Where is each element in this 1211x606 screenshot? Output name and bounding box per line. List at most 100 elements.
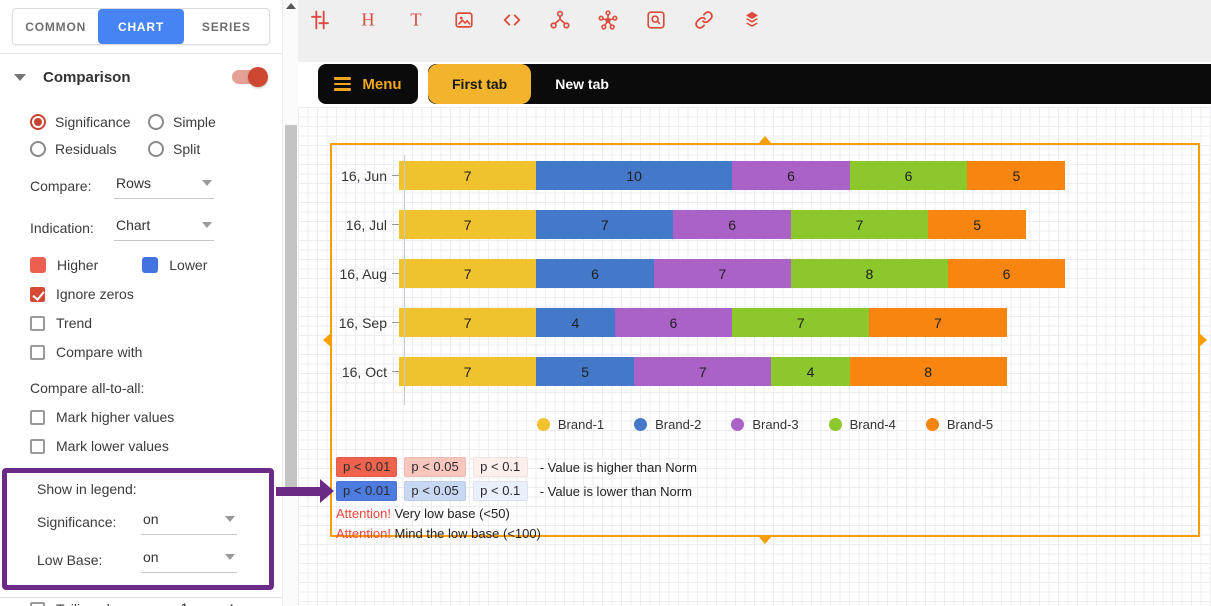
resize-handle-left[interactable] xyxy=(323,333,331,347)
compare-select[interactable]: Rows xyxy=(114,175,214,199)
category-label: 16, Aug xyxy=(339,265,388,282)
radio-label: Simple xyxy=(173,114,216,130)
checkbox-compare-with[interactable]: Compare with xyxy=(30,344,282,360)
checkbox-mark-higher-values[interactable]: Mark higher values xyxy=(30,409,282,425)
bar-segment-brand-2: 7 xyxy=(536,210,674,239)
legend-dot xyxy=(536,418,550,431)
tailing-change-checkbox[interactable] xyxy=(30,601,45,606)
category-label: 16, Jun xyxy=(341,167,387,184)
bar-row: 16, Aug 7 6 7 8 6 xyxy=(334,259,1196,288)
tailing-change-input[interactable] xyxy=(159,600,210,606)
indication-field: Indication: Chart xyxy=(30,217,282,241)
chevron-down-icon xyxy=(225,516,235,522)
tune-icon[interactable] xyxy=(309,9,331,31)
sidebar-tab-series[interactable]: SERIES xyxy=(183,9,269,44)
show-in-legend-highlight-box: Show in legend: Significance: on Low Bas… xyxy=(2,468,274,590)
compare-label: Compare: xyxy=(30,178,92,194)
comparison-toggle[interactable] xyxy=(232,67,268,87)
radio-split[interactable]: Split xyxy=(148,141,282,157)
text-icon[interactable]: T xyxy=(405,9,427,31)
legend-dot xyxy=(925,418,939,431)
radio-button[interactable] xyxy=(148,141,164,157)
checkbox-box[interactable] xyxy=(30,315,45,331)
significance-note: - Value is lower than Norm xyxy=(539,483,692,499)
checkbox-box[interactable] xyxy=(30,286,45,302)
significance-legend: p < 0.01 p < 0.05 p < 0.1 - Value is higher… xyxy=(336,457,697,541)
radio-button[interactable] xyxy=(148,114,164,130)
scrollbar-thumb[interactable] xyxy=(285,125,297,490)
layers-icon[interactable] xyxy=(741,9,763,31)
significance-value: on xyxy=(143,511,159,527)
hamburger-icon xyxy=(334,77,352,91)
grid-workspace[interactable]: 16, Jun 7 10 6 6 5 16, Jul 7 7 6 7 5 16, Aug 7 6 7 8 6 16,… xyxy=(298,107,1211,606)
bar-segment-brand-2: 4 xyxy=(536,308,615,337)
legend-dot xyxy=(634,418,648,431)
document-tab-bar: First tab New tab xyxy=(428,64,1211,104)
code-icon[interactable] xyxy=(501,9,523,31)
checkbox-label: Compare with xyxy=(56,344,143,360)
heading-icon[interactable]: H xyxy=(357,9,379,31)
radio-residuals[interactable]: Residuals xyxy=(30,141,148,157)
checkbox-trend[interactable]: Trend xyxy=(30,315,282,331)
selected-chart-block[interactable]: 16, Jun 7 10 6 6 5 16, Jul 7 7 6 7 5 16, Aug 7 6 7 8 6 16,… xyxy=(323,136,1207,544)
bar-row: 16, Oct 7 5 7 4 8 xyxy=(334,357,1196,386)
radio-simple[interactable]: Simple xyxy=(148,114,282,130)
legend-item-brand-2: Brand-2 xyxy=(634,417,701,432)
image-icon[interactable] xyxy=(453,9,475,31)
toggle-knob[interactable] xyxy=(248,67,268,87)
sidebar-tab-common[interactable]: COMMON xyxy=(13,9,99,44)
hub-icon[interactable] xyxy=(597,9,619,31)
checkbox-box[interactable] xyxy=(30,438,45,454)
brand-legend: Brand-1 Brand-2 Brand-3 Brand-4 Brand-5 xyxy=(332,417,1198,432)
indication-value: Chart xyxy=(116,217,151,233)
checkbox-ignore-zeros[interactable]: Ignore zeros xyxy=(30,286,282,302)
collapse-caret-icon[interactable] xyxy=(14,73,26,81)
resize-handle-right[interactable] xyxy=(1199,333,1207,347)
checkbox-mark-lower-values[interactable]: Mark lower values xyxy=(30,438,282,454)
doc-tab-new-tab[interactable]: New tab xyxy=(555,76,609,92)
doc-tab-first-tab[interactable]: First tab xyxy=(428,64,532,104)
lower-color-swatch[interactable] xyxy=(142,257,159,273)
bar-segment-brand-3: 6 xyxy=(673,210,791,239)
low-base-select[interactable]: on xyxy=(141,549,237,573)
settings-sidebar: COMMON CHART SERIES Comparison Significanc… xyxy=(0,0,282,606)
bar-segment-brand-2: 10 xyxy=(536,161,733,190)
bar-segment-brand-3: 6 xyxy=(614,308,733,337)
higher-color-swatch[interactable] xyxy=(30,257,46,273)
p-value-chip: p < 0.1 xyxy=(472,481,528,501)
indication-select[interactable]: Chart xyxy=(114,217,214,241)
menu-strip: Menu First tab New tab xyxy=(298,62,1211,107)
sidebar-tab-chart[interactable]: CHART xyxy=(98,9,184,44)
bar-segment-brand-4: 8 xyxy=(790,259,948,288)
bar-segment-brand-4: 7 xyxy=(732,308,870,337)
significance-select[interactable]: on xyxy=(141,511,237,535)
link-icon[interactable] xyxy=(693,9,715,31)
radio-button[interactable] xyxy=(30,114,46,130)
comparison-section-header[interactable]: Comparison xyxy=(0,54,282,88)
arrow-head xyxy=(320,479,334,503)
axis-tick xyxy=(392,224,399,225)
radio-significance[interactable]: Significance xyxy=(30,114,148,130)
bar-segment-brand-3: 7 xyxy=(634,357,772,386)
radio-button[interactable] xyxy=(30,141,46,157)
zoom-icon[interactable] xyxy=(645,9,667,31)
sidebar-scrollbar[interactable] xyxy=(282,0,298,606)
checkbox-box[interactable] xyxy=(30,344,45,360)
tailing-change-checkbox-row[interactable]: Tailing change xyxy=(30,601,146,606)
category-label: 16, Jul xyxy=(345,216,387,233)
axis-tick xyxy=(392,322,399,323)
p-value-chip: p < 0.05 xyxy=(404,481,466,501)
bar-row: 16, Sep 7 4 6 7 7 xyxy=(334,308,1196,337)
share-icon[interactable] xyxy=(549,9,571,31)
resize-handle-bottom[interactable] xyxy=(758,536,772,544)
checkbox-box[interactable] xyxy=(30,409,45,425)
resize-handle-top[interactable] xyxy=(758,136,772,144)
bar-segment-brand-1: 7 xyxy=(399,210,537,239)
menu-button[interactable]: Menu xyxy=(318,64,418,104)
axis-tick xyxy=(392,175,399,176)
axis-tick xyxy=(392,273,399,274)
all-to-all-label: Compare all-to-all: xyxy=(30,380,145,396)
scrollbar-up-arrow[interactable] xyxy=(286,3,296,9)
